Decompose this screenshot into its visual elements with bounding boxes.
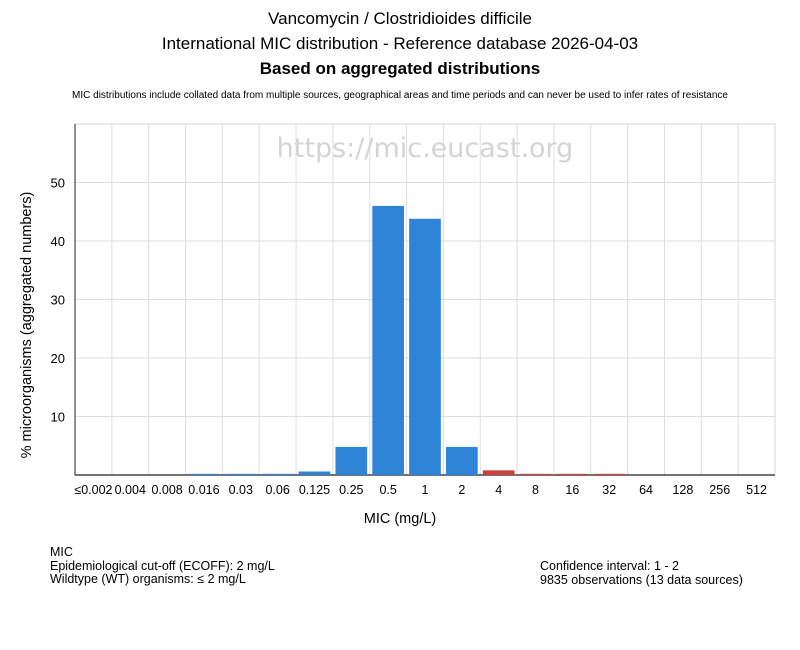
footer-confidence-interval: Confidence interval: 1 - 2 xyxy=(540,559,679,573)
x-tick-label: 0.03 xyxy=(229,483,253,497)
x-tick-label: 0.06 xyxy=(265,483,289,497)
chart-disclaimer: MIC distributions include collated data … xyxy=(72,90,728,101)
mic-distribution-chart: https://mic.eucast.org 10 20 30 40 50 ≤0.002… xyxy=(19,123,776,527)
x-tick-label: ≤0.002 xyxy=(74,483,112,497)
x-tick-label: 128 xyxy=(672,483,693,497)
bars xyxy=(188,205,626,475)
x-tick-label: 0.25 xyxy=(339,483,363,497)
y-tick-label: 20 xyxy=(51,351,65,366)
x-tick-label: 0.125 xyxy=(299,483,330,497)
y-tick-label: 30 xyxy=(51,293,65,308)
x-tick-labels: ≤0.002 0.004 0.008 0.016 0.03 0.06 0.125 0.25 0.… xyxy=(74,483,767,497)
chart-subtitle: International MIC distribution - Referen… xyxy=(161,34,639,53)
bar xyxy=(446,446,478,475)
x-axis-label: MIC (mg/L) xyxy=(364,511,437,527)
bar xyxy=(519,473,552,475)
footer-left: MIC Epidemiological cut-off (ECOFF): 2 m… xyxy=(50,545,275,587)
y-axis-label: % microorganisms (aggregated numbers) xyxy=(19,192,35,459)
footer-right: Confidence interval: 1 - 2 9835 observat… xyxy=(540,559,743,587)
x-tick-label: 0.016 xyxy=(188,483,219,497)
bar xyxy=(482,470,515,475)
bar xyxy=(298,471,331,475)
y-tick-labels: 10 20 30 40 50 xyxy=(51,176,65,425)
x-tick-label: 512 xyxy=(746,483,767,497)
chart-basis: Based on aggregated distributions xyxy=(259,59,541,78)
x-tick-label: 0.008 xyxy=(151,483,182,497)
y-tick-label: 50 xyxy=(51,176,65,191)
footer-ecoff: Epidemiological cut-off (ECOFF): 2 mg/L xyxy=(50,558,275,573)
bar xyxy=(556,473,589,475)
x-tick-label: 256 xyxy=(709,483,730,497)
footer-observations: 9835 observations (13 data sources) xyxy=(540,572,743,587)
x-tick-label: 1 xyxy=(422,483,429,497)
x-tick-label: 2 xyxy=(458,483,465,497)
bar xyxy=(409,218,441,475)
bar xyxy=(261,473,294,475)
chart-title: Vancomycin / Clostridioides difficile xyxy=(268,9,532,28)
bar xyxy=(593,473,626,475)
x-tick-label: 64 xyxy=(639,483,653,497)
y-tick-label: 10 xyxy=(51,410,65,425)
watermark: https://mic.eucast.org xyxy=(277,133,574,164)
x-tick-label: 0.5 xyxy=(379,483,396,497)
bar xyxy=(372,205,404,475)
bar xyxy=(224,473,257,475)
footer-wildtype: Wildtype (WT) organisms: ≤ 2 mg/L xyxy=(50,572,246,586)
x-tick-label: 0.004 xyxy=(115,483,146,497)
bar xyxy=(188,473,220,475)
x-tick-label: 32 xyxy=(602,483,616,497)
footer-mic-label: MIC xyxy=(50,545,73,559)
x-tick-label: 16 xyxy=(565,483,579,497)
bar xyxy=(335,446,368,475)
x-tick-label: 4 xyxy=(495,483,502,497)
y-tick-label: 40 xyxy=(51,234,65,249)
x-tick-label: 8 xyxy=(532,483,539,497)
